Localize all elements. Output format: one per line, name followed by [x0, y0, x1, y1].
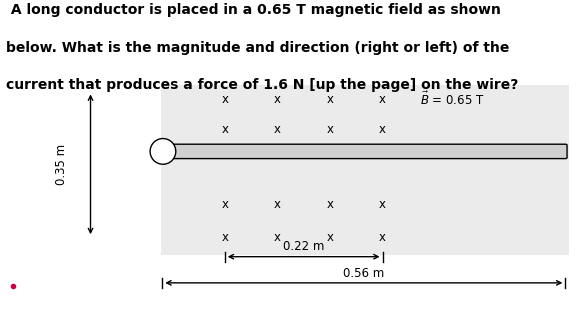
Text: x: x: [326, 123, 333, 136]
Text: x: x: [221, 198, 228, 211]
Text: x: x: [274, 198, 281, 211]
Text: x: x: [379, 123, 386, 136]
Text: below. What is the magnitude and direction (right or left) of the: below. What is the magnitude and directi…: [6, 41, 509, 55]
Text: A long conductor is placed in a 0.65 T magnetic field as shown: A long conductor is placed in a 0.65 T m…: [6, 3, 500, 17]
Bar: [161, 85, 569, 255]
Text: x: x: [379, 198, 386, 211]
Text: x: x: [274, 93, 281, 106]
Text: 0.35 m: 0.35 m: [55, 144, 68, 185]
Text: 0.22 m: 0.22 m: [283, 240, 324, 253]
Text: x: x: [326, 231, 333, 244]
Text: x: x: [274, 123, 281, 136]
FancyBboxPatch shape: [161, 144, 567, 159]
Text: x: x: [379, 231, 386, 244]
Text: $\vec{B}$ = 0.65 T: $\vec{B}$ = 0.65 T: [420, 91, 485, 108]
Text: x: x: [221, 231, 228, 244]
Text: x: x: [221, 93, 228, 106]
Text: 0.56 m: 0.56 m: [343, 267, 384, 280]
Text: x: x: [221, 123, 228, 136]
Text: x: x: [326, 198, 333, 211]
Text: x: x: [274, 231, 281, 244]
Text: current that produces a force of 1.6 N [up the page] on the wire?: current that produces a force of 1.6 N […: [6, 78, 518, 93]
Ellipse shape: [150, 139, 176, 164]
Text: x: x: [326, 93, 333, 106]
Text: x: x: [379, 93, 386, 106]
